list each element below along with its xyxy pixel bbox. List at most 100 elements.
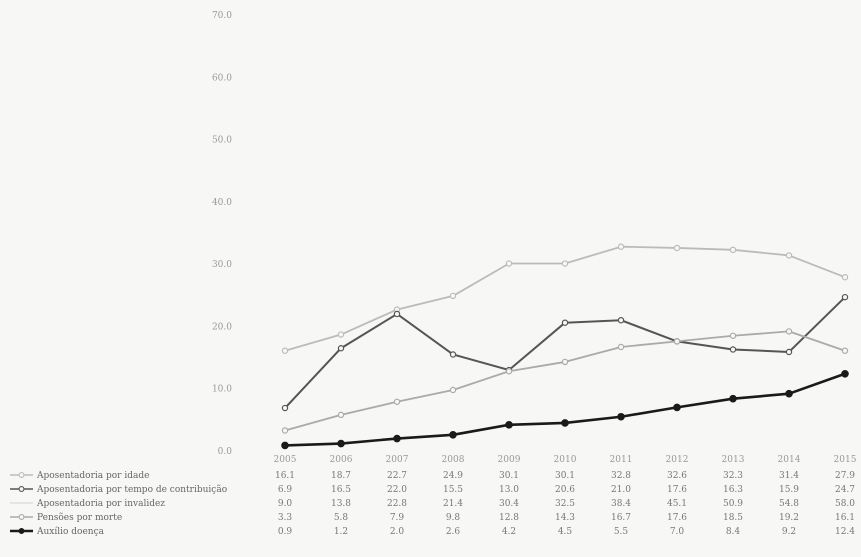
table-cell: 8.4 (726, 527, 741, 537)
x-tick-label: 2013 (722, 455, 745, 465)
table-cell: 45.1 (667, 499, 687, 509)
table-cell: 16.5 (331, 485, 351, 495)
table-cell: 30.1 (555, 471, 575, 481)
legend-item: Aposentadoria por invalidez (10, 499, 165, 509)
data-point (729, 246, 737, 254)
table-cell: 3.3 (278, 513, 293, 523)
series-line (281, 243, 849, 354)
data-point (393, 398, 401, 405)
table-cell: 22.8 (387, 499, 407, 509)
table-cell: 21.0 (611, 485, 631, 495)
data-point (673, 244, 681, 252)
data-point (561, 319, 569, 326)
data-point (449, 351, 457, 358)
plot-lines (281, 243, 849, 450)
data-point (337, 331, 345, 338)
legend-item: Aposentadoria por idade (10, 471, 149, 481)
data-point (393, 434, 401, 443)
data-point (337, 439, 345, 448)
data-point (337, 411, 345, 419)
x-tick-label: 2005 (274, 455, 297, 465)
data-point (841, 293, 849, 301)
data-point (673, 338, 681, 345)
table-cell: 18.7 (331, 471, 351, 481)
y-tick-label: 0.0 (218, 447, 233, 457)
data-point (337, 345, 345, 352)
data-point (561, 419, 569, 427)
y-tick-label: 60.0 (212, 73, 232, 83)
data-point (561, 358, 569, 366)
table-cell: 31.4 (779, 471, 799, 481)
table-cell: 20.6 (555, 485, 575, 495)
table-cell: 2.0 (390, 527, 405, 537)
table-cell: 50.9 (723, 499, 743, 509)
series-path (284, 330, 846, 432)
y-axis: 0.0 10.0 20.0 30.0 40.0 50.0 60.0 70.0 (212, 11, 232, 457)
y-tick-label: 70.0 (212, 11, 232, 21)
y-tick-label: 10.0 (212, 385, 232, 395)
table-cell: 32.8 (611, 471, 631, 481)
table-cell: 2.6 (446, 527, 461, 537)
legend-item: Aposentadoria por tempo de contribuição (10, 484, 227, 495)
table-cell: 32.6 (667, 471, 687, 481)
table-cell: 15.5 (443, 485, 463, 495)
table-cell: 32.5 (555, 499, 575, 509)
table-cell: 17.6 (667, 485, 687, 495)
data-point (841, 347, 849, 354)
y-tick-label: 40.0 (212, 198, 232, 208)
data-point (729, 346, 737, 353)
table-cell: 18.5 (723, 513, 743, 523)
table-cell: 5.8 (334, 513, 349, 523)
data-point (729, 394, 737, 403)
table-cell: 54.8 (779, 499, 799, 509)
legend-item: Auxílio doença (10, 526, 105, 537)
data-point (561, 260, 569, 267)
legend-marker (18, 486, 25, 492)
table-cell: 5.5 (614, 527, 629, 537)
legend-item: Pensões por morte (10, 512, 122, 523)
x-tick-label: 2015 (834, 455, 857, 465)
legend-label: Auxílio doença (36, 526, 105, 537)
table-cell: 6.9 (278, 485, 293, 495)
table-cell: 7.0 (670, 527, 685, 537)
data-point (281, 441, 289, 450)
data-table: 2005 2006 2007 2008 2009 2010 2011 2012 2013 2014… (10, 455, 857, 537)
data-point (617, 243, 625, 250)
table-cell: 12.8 (499, 513, 519, 523)
data-point (449, 386, 457, 394)
data-point (729, 332, 737, 339)
legend-label: Aposentadoria por invalidez (36, 499, 165, 509)
table-cell: 16.1 (835, 513, 855, 523)
y-tick-label: 50.0 (212, 136, 232, 146)
x-tick-label: 2009 (498, 455, 521, 465)
data-point (505, 421, 513, 429)
x-tick-label: 2007 (386, 455, 409, 465)
data-point (281, 404, 289, 412)
x-tick-label: 2011 (610, 455, 633, 465)
table-cell: 0.9 (278, 527, 293, 537)
table-cell: 16.7 (611, 513, 631, 523)
series-line (281, 369, 849, 450)
data-point (505, 260, 513, 267)
table-cell: 15.9 (779, 485, 799, 495)
table-cell: 9.8 (446, 513, 461, 523)
table-cell: 9.0 (278, 499, 293, 509)
data-point (393, 310, 401, 318)
series-line (281, 293, 849, 412)
table-cell: 4.5 (558, 527, 573, 537)
data-point (785, 389, 793, 398)
legend-label: Aposentadoria por idade (36, 471, 149, 481)
series-path (284, 296, 846, 409)
table-cell: 30.4 (499, 499, 519, 509)
x-tick-label: 2014 (778, 455, 801, 465)
series-line (281, 328, 849, 434)
table-cell: 12.4 (835, 527, 855, 537)
data-point (281, 427, 289, 434)
data-point (841, 369, 849, 378)
table-cell: 58.0 (835, 499, 855, 509)
table-cell: 16.1 (275, 471, 295, 481)
data-point (449, 292, 457, 300)
legend-marker (18, 528, 25, 534)
table-cell: 24.9 (443, 471, 463, 481)
table-cell: 38.4 (611, 499, 631, 509)
